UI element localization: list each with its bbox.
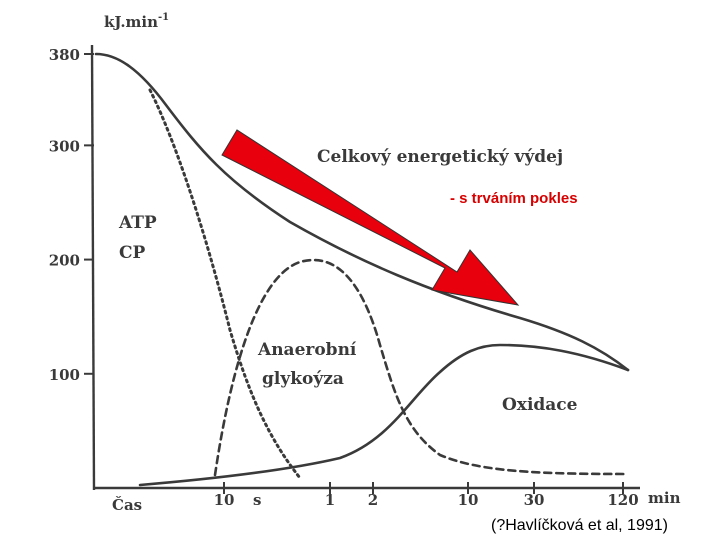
- x-axis-cas-label: Čas: [112, 496, 142, 514]
- label-atp: ATP: [118, 213, 157, 233]
- series-line-oxidation: [138, 343, 630, 487]
- label-cp: CP: [119, 243, 146, 263]
- x-axis-min-label: min: [648, 489, 681, 507]
- x-tick-label: 30: [524, 491, 545, 509]
- y-tick-label: 300: [49, 137, 80, 155]
- series-line-total-energy: [94, 52, 630, 372]
- citation: (?Havlíčková et al, 1991): [491, 517, 668, 534]
- label-anaerobic-2: glykoýza: [262, 369, 344, 389]
- series-line-anaerobic-glycolysis: [213, 258, 630, 477]
- decline-note: - s trváním pokles: [450, 190, 578, 207]
- decline-arrow: [221, 129, 520, 306]
- label-oxidation: Oxidace: [502, 395, 578, 415]
- y-tick-label: 200: [49, 252, 80, 270]
- y-axis-unit-label: kJ.min-1: [104, 12, 169, 31]
- y-ticks: 380 300 200 100: [49, 46, 94, 384]
- y-tick-label: 380: [49, 46, 80, 64]
- x-tick-label: 10: [214, 491, 235, 509]
- y-axis: [90, 44, 96, 491]
- series-line-atp-cp: [148, 88, 302, 480]
- x-axis-seconds-label: s: [253, 491, 261, 509]
- x-tick-label: 2: [368, 491, 378, 509]
- label-total-energy: Celkový energetický výdej: [317, 147, 563, 167]
- x-tick-label: 1: [325, 491, 335, 509]
- y-tick-label: 100: [49, 366, 80, 384]
- label-anaerobic-1: Anaerobní: [257, 340, 357, 360]
- x-tick-label: 10: [458, 491, 479, 509]
- x-ticks: 10 1 2 10 30 120: [214, 482, 639, 509]
- x-tick-label: 120: [607, 491, 638, 509]
